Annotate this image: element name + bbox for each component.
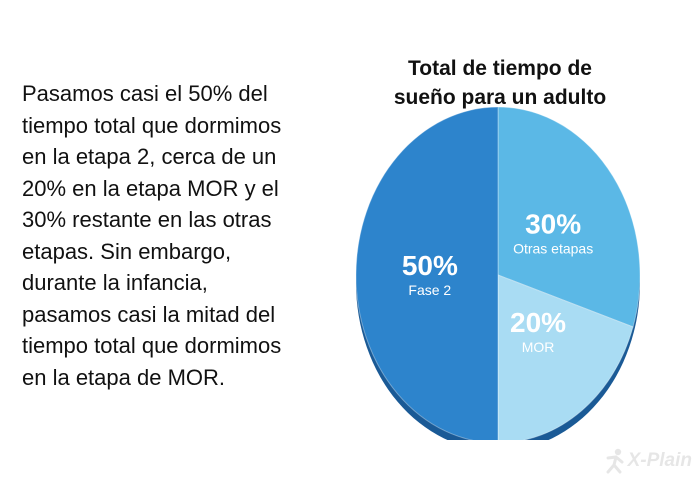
xplain-logo: X-Plain	[604, 448, 692, 474]
pie-slice-value-label: 50%	[402, 250, 458, 281]
pie-slice-category-label: MOR	[522, 339, 555, 355]
pie-slice-value-label: 20%	[510, 307, 566, 338]
body-text-line: en la etapa de MOR.	[22, 364, 226, 390]
body-text-line: 20% en la etapa MOR y el	[22, 175, 279, 201]
body-text-line: Pasamos casi el 50% del	[22, 81, 268, 106]
pie-slice-value-label: 30%	[525, 209, 581, 240]
body-text-line: tiempo total que dormimos	[22, 333, 282, 358]
pie-slice-otras-etapas	[497, 106, 641, 328]
pie-slice-mor	[497, 274, 634, 440]
body-text-line: durante la infancia,	[22, 270, 208, 295]
figure-icon	[606, 448, 624, 474]
pie-slice-fase-2	[355, 106, 499, 440]
body-text-line: 30% restante en las otras	[22, 207, 272, 232]
pie-chart: Total de tiempo de sueño para un adulto …	[350, 40, 660, 440]
chart-title-line-1: Total de tiempo de	[408, 57, 592, 80]
body-text-line: en la etapa 2, cerca de un	[22, 144, 277, 169]
chart-title-line-2: sueño para un adulto	[393, 86, 607, 109]
body-text: Pasamos casi el 50% del tiempo total que …	[22, 78, 352, 393]
pie-slice-category-label: Fase 2	[408, 282, 451, 298]
body-text-line: pasamos casi la mitad del	[22, 301, 276, 327]
chart-title: Total de tiempo de sueño para un adulto	[350, 54, 650, 112]
logo-text: X-Plain	[627, 450, 692, 471]
body-text-line: tiempo total que dormimos	[22, 112, 282, 138]
pie-slice-category-label: Otras etapas	[513, 241, 593, 257]
pie-svg: 30%Otras etapas 20%MOR 50%Fase 2	[355, 106, 641, 440]
body-text-line: etapas. Sin embargo,	[22, 238, 232, 264]
